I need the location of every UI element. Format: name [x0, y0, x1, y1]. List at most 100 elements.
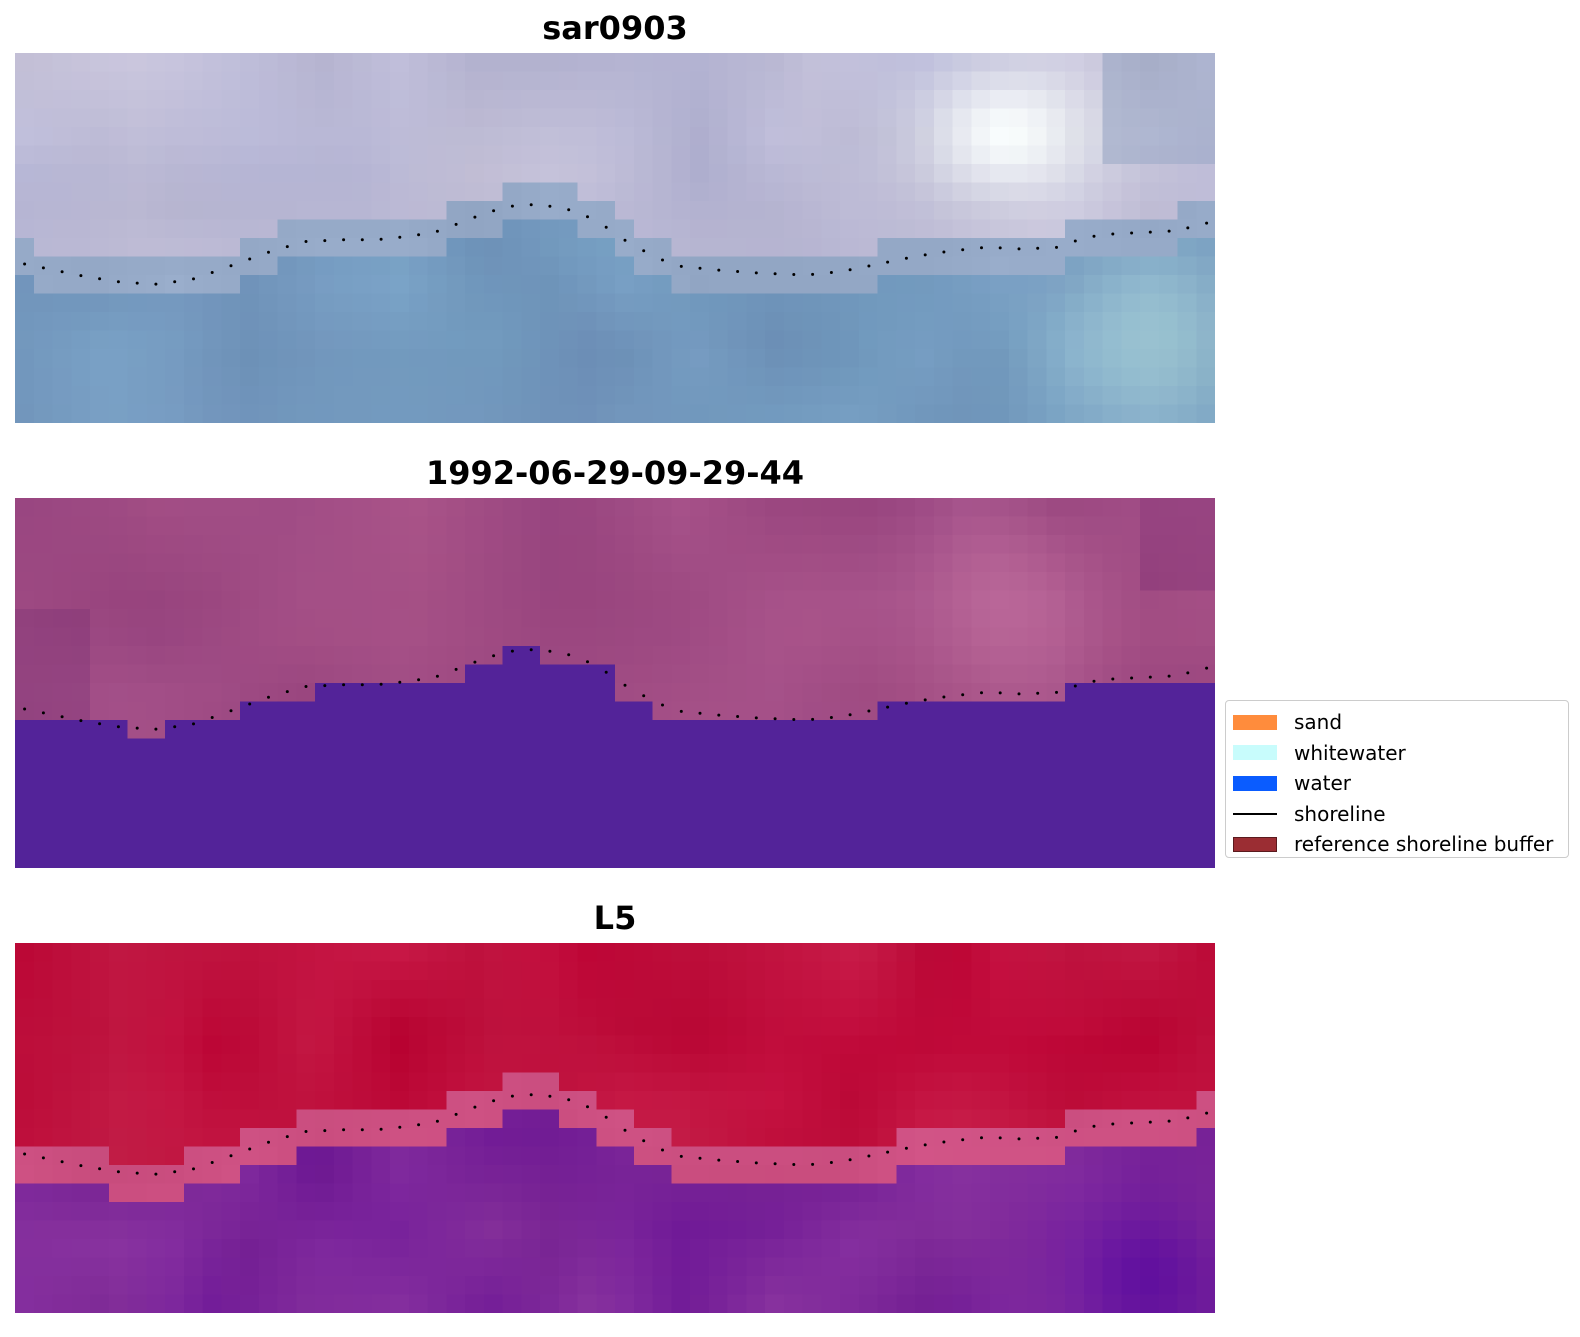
shoreline-point — [998, 246, 1002, 250]
shoreline-point — [642, 249, 646, 253]
legend-item-reference-buffer: reference shoreline buffer — [1233, 829, 1568, 860]
shoreline-point — [548, 1094, 552, 1098]
shoreline-point — [173, 1170, 177, 1174]
shoreline-point — [1186, 226, 1190, 230]
shoreline-point — [285, 1135, 289, 1139]
shoreline-point — [192, 1167, 195, 1171]
sar-image-canvas — [15, 53, 1215, 423]
shoreline-point — [1148, 1120, 1152, 1124]
shoreline-point — [116, 1170, 120, 1174]
legend-item-shoreline: shoreline — [1233, 799, 1568, 830]
shoreline-point — [248, 1147, 252, 1151]
shoreline-point — [342, 238, 346, 242]
shoreline-point — [604, 1115, 608, 1119]
shoreline-line-swatch — [1233, 812, 1277, 815]
shoreline-point — [923, 1143, 927, 1147]
shoreline-point — [1186, 671, 1190, 675]
shoreline-point — [1111, 677, 1115, 681]
shoreline-point — [510, 649, 514, 653]
shoreline-point — [60, 270, 64, 274]
shoreline-point — [904, 256, 908, 260]
shoreline-point — [192, 722, 195, 726]
shoreline-point — [623, 238, 627, 242]
shoreline-point — [23, 262, 27, 266]
shoreline-point — [529, 648, 533, 652]
shoreline-point — [811, 717, 815, 721]
shoreline-point — [285, 245, 289, 249]
shoreline-point — [1205, 666, 1209, 670]
shoreline-point — [1073, 684, 1077, 688]
shoreline-point — [923, 698, 927, 702]
shoreline-point — [248, 257, 252, 261]
shoreline-point — [360, 683, 364, 687]
shoreline-point — [379, 1127, 383, 1131]
shoreline-point — [773, 272, 777, 276]
shoreline-point — [398, 1125, 402, 1129]
shoreline-point — [961, 248, 965, 252]
shoreline-point — [998, 1136, 1002, 1140]
panel-title-classified: 1992-06-29-09-29-44 — [425, 454, 805, 492]
shoreline-point — [961, 1138, 965, 1142]
shoreline-point — [116, 280, 120, 284]
shoreline-point — [717, 1158, 721, 1162]
shoreline-point — [417, 678, 421, 682]
shoreline-point — [510, 1094, 514, 1098]
shoreline-point — [1017, 1137, 1021, 1141]
shoreline-point — [323, 684, 327, 688]
shoreline-point — [961, 693, 965, 697]
shoreline-point — [773, 717, 777, 721]
shoreline-point — [586, 660, 589, 664]
shoreline-point — [98, 277, 102, 281]
shoreline-point — [980, 1136, 983, 1140]
shoreline-point — [792, 273, 796, 276]
shoreline-point — [567, 208, 571, 212]
shoreline-point — [342, 1128, 346, 1132]
shoreline-point — [1055, 690, 1058, 694]
shoreline-point — [210, 1161, 214, 1164]
shoreline-point — [79, 1164, 83, 1168]
shoreline-point — [679, 709, 683, 713]
shoreline-point — [754, 1161, 758, 1165]
shoreline-point — [698, 266, 702, 270]
shoreline-point — [360, 238, 364, 242]
shoreline-point — [323, 239, 327, 243]
shoreline-point — [829, 271, 833, 274]
shoreline-point — [1017, 247, 1021, 251]
shoreline-point — [679, 1154, 683, 1158]
shoreline-point — [135, 1171, 139, 1175]
shoreline-point — [285, 690, 289, 694]
shoreline-point — [492, 209, 496, 213]
shoreline-point — [1073, 239, 1077, 243]
shoreline-point — [1167, 1119, 1171, 1123]
shoreline-point — [492, 654, 496, 658]
shoreline-point — [1055, 1135, 1058, 1139]
shoreline-point — [304, 685, 308, 688]
shoreline-point — [154, 1172, 158, 1176]
shoreline-point — [79, 274, 83, 278]
shoreline-point — [304, 240, 308, 243]
shoreline-point — [548, 204, 552, 208]
panel-title-index: L5 — [593, 899, 637, 937]
shoreline-point — [867, 1154, 871, 1158]
legend-label-water: water — [1294, 771, 1351, 796]
shoreline-point — [116, 725, 120, 729]
shoreline-point — [1036, 1136, 1040, 1140]
shoreline-point — [661, 703, 664, 707]
shoreline-point — [661, 1148, 664, 1152]
legend-label-shoreline: shoreline — [1294, 801, 1386, 826]
shoreline-point — [98, 722, 102, 726]
shoreline-point — [192, 277, 195, 281]
shoreline-point — [811, 1162, 815, 1166]
shoreline-point — [792, 718, 796, 721]
shoreline-point — [510, 204, 514, 208]
shoreline-point — [1111, 1122, 1115, 1126]
shoreline-point — [604, 225, 608, 229]
shoreline-point — [567, 653, 571, 657]
classified-image-canvas — [15, 498, 1215, 868]
shoreline-point — [586, 1105, 589, 1109]
shoreline-point — [173, 280, 177, 284]
index-image-panel — [15, 943, 1215, 1313]
shoreline-point — [1205, 1111, 1209, 1115]
shoreline-point — [548, 649, 552, 653]
shoreline-point — [360, 1128, 364, 1132]
